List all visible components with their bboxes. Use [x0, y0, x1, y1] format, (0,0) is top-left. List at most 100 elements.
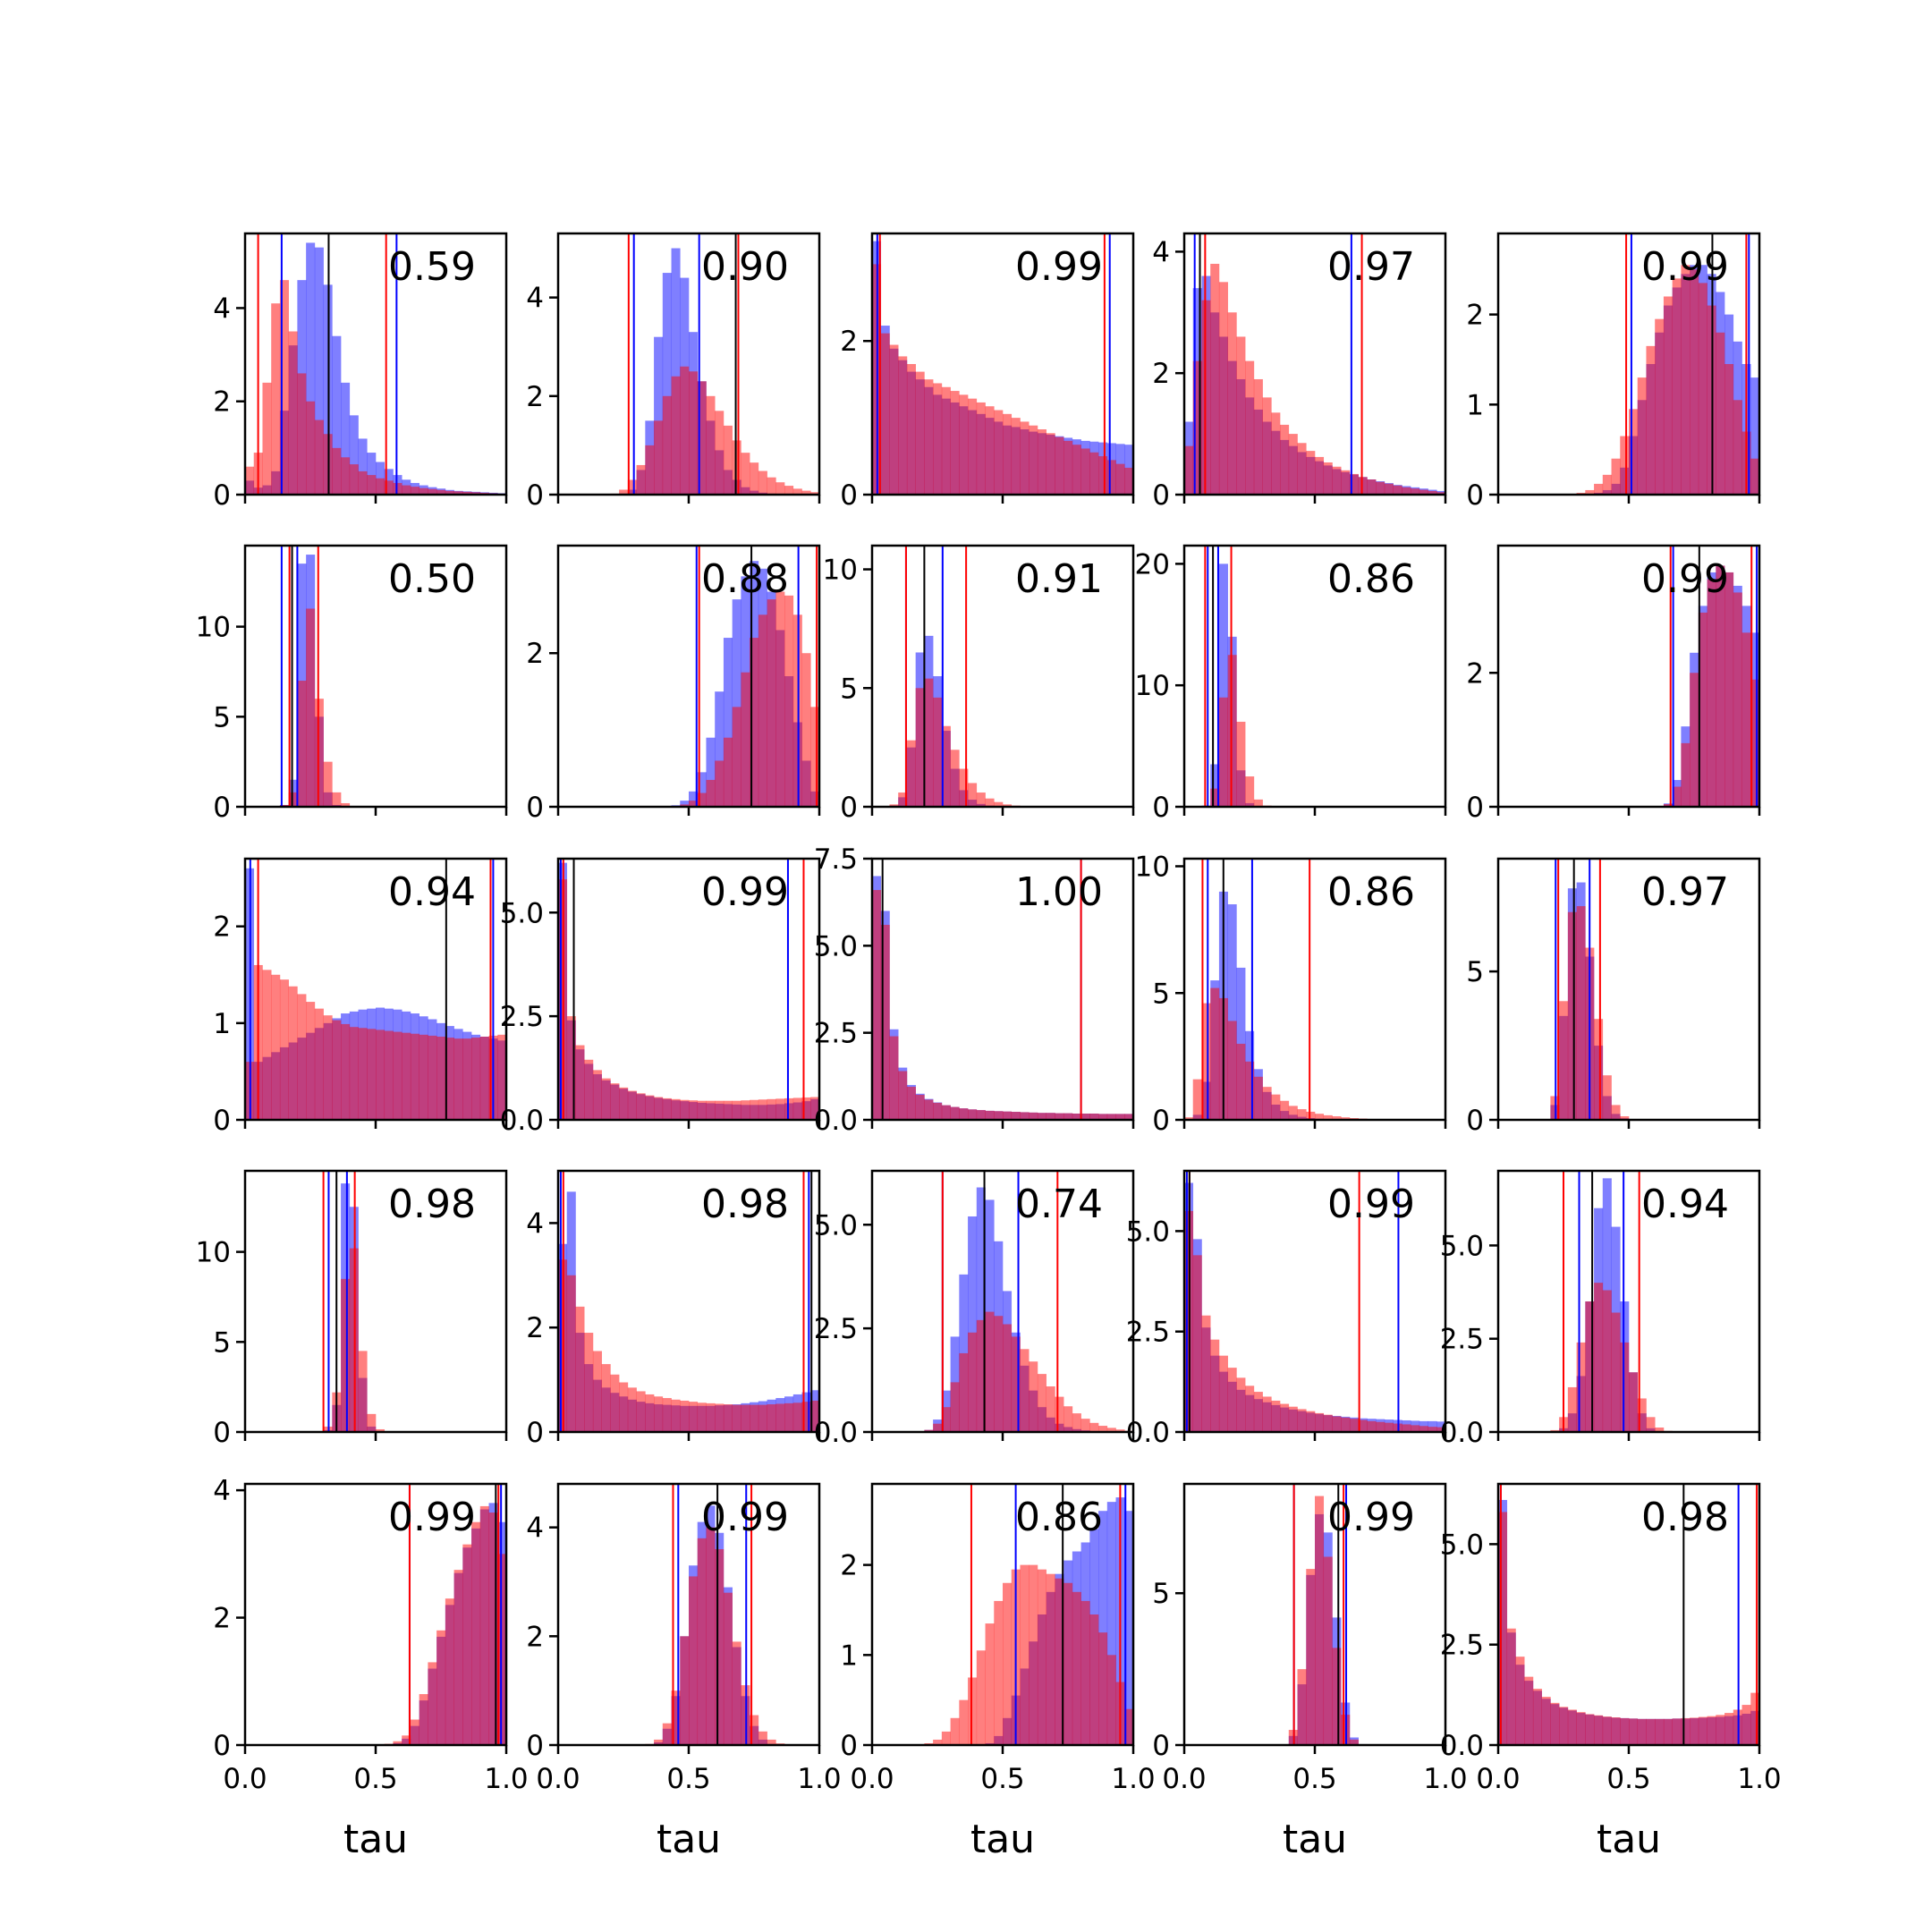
series-b-bar: [1020, 1564, 1030, 1745]
series-b-bar: [1323, 462, 1333, 495]
series-b-bar: [732, 1641, 741, 1745]
series-b-bar: [801, 1097, 811, 1120]
y-tick-label: 2: [840, 326, 858, 358]
correlation-annotation: 0.99: [1641, 556, 1729, 602]
y-tick-label: 20: [1135, 548, 1170, 580]
series-b-bar: [341, 457, 351, 495]
series-b-bar: [732, 440, 741, 495]
series-b-bar: [471, 1521, 481, 1745]
subplot-2-3: 0 5 10 0.91: [823, 544, 1135, 824]
correlation-annotation: 0.99: [388, 1495, 476, 1540]
series-b-bar: [323, 1015, 333, 1120]
series-b-bar: [767, 477, 776, 495]
series-b-bar: [436, 1630, 446, 1745]
y-tick-label: 0: [213, 1105, 231, 1137]
series-b-bar: [341, 1023, 351, 1120]
series-b-bar: [889, 804, 899, 807]
series-a-bar: [732, 599, 741, 807]
series-b-bar: [1576, 1712, 1586, 1745]
series-b-bar: [1072, 1113, 1081, 1120]
series-b-bar: [662, 1723, 672, 1745]
series-b-bar: [1629, 409, 1639, 495]
series-b-bar: [1733, 400, 1742, 495]
series-b-bar: [1262, 1396, 1272, 1432]
series-b-bar: [367, 1413, 377, 1432]
series-b-bar: [402, 1032, 411, 1120]
series-b-bar: [697, 792, 707, 807]
series-b-bar: [610, 1374, 620, 1432]
series-b-bar: [1253, 799, 1263, 807]
series-b-bar: [1037, 1569, 1046, 1745]
series-b-bar: [924, 379, 934, 495]
y-tick-label: 0: [1152, 1105, 1170, 1137]
correlation-annotation: 0.97: [1641, 869, 1729, 915]
series-b-bar: [349, 1027, 359, 1120]
series-b-bar: [1210, 987, 1220, 1120]
subplot-2-1: 0 5 10 0.50: [196, 544, 508, 824]
y-tick-label: 2.5: [500, 1001, 544, 1033]
series-b-bar: [619, 1382, 629, 1432]
series-a-bar: [1106, 1502, 1116, 1745]
series-b-bar: [933, 1423, 943, 1432]
series-b-bar: [775, 1098, 785, 1120]
series-b-bar: [758, 1731, 767, 1745]
series-b-bar: [1192, 1255, 1202, 1432]
y-tick-label: 0: [526, 792, 544, 824]
y-tick-label: 0: [840, 1730, 858, 1762]
y-tick-label: 5: [1152, 1578, 1170, 1610]
series-b-bar: [1602, 1716, 1612, 1745]
subplot-5-2: 0 2 4 0.0 0.5 1.0 0.99 tau: [526, 1482, 842, 1862]
series-a-bar: [706, 737, 716, 807]
series-b-bar: [750, 1099, 759, 1120]
y-tick-label: 5: [840, 673, 858, 705]
series-b-bar: [994, 801, 1004, 807]
series-b-bar: [1620, 1342, 1630, 1432]
series-b-bar: [680, 1400, 690, 1432]
series-b-bar: [384, 1030, 394, 1120]
series-b-bar: [1376, 1421, 1385, 1432]
series-b-bar: [706, 395, 716, 495]
series-b-bar: [1124, 467, 1134, 495]
series-b-bar: [1436, 1427, 1446, 1432]
series-b-bar: [471, 1038, 481, 1120]
series-b-bar: [898, 792, 908, 807]
series-b-bar: [419, 1034, 428, 1120]
series-b-bar: [1315, 1412, 1325, 1432]
y-tick-label: 4: [526, 1513, 544, 1545]
series-b-bar: [1672, 278, 1682, 495]
series-b-bar: [985, 1623, 995, 1745]
series-b-bar: [741, 1404, 750, 1432]
series-b-bar: [1037, 1374, 1046, 1432]
series-b-bar: [1098, 456, 1108, 495]
series-b-bar: [1029, 1361, 1038, 1432]
y-tick-label: 10: [1135, 670, 1170, 702]
series-b-bar: [1681, 265, 1690, 495]
y-tick-label: 2: [1152, 358, 1170, 390]
series-b-bar: [801, 1402, 811, 1432]
correlation-annotation: 0.98: [1641, 1495, 1729, 1540]
series-b-bar: [271, 303, 281, 495]
series-b-bar: [402, 485, 411, 495]
series-b-bar: [645, 445, 655, 495]
series-b-bar: [1646, 1718, 1656, 1745]
series-a-bar: [671, 248, 681, 495]
correlation-annotation: 0.99: [1327, 1182, 1415, 1227]
series-b-bar: [462, 1038, 472, 1120]
series-a-bar: [1227, 904, 1237, 1120]
series-b-bar: [1227, 655, 1237, 807]
series-b-bar: [1306, 1411, 1316, 1432]
series-b-bar: [898, 356, 908, 495]
series-b-bar: [479, 1505, 489, 1745]
series-b-bar: [1611, 1312, 1621, 1432]
series-b-bar: [950, 1717, 960, 1745]
y-tick-label: 5.0: [814, 930, 858, 962]
series-b-bar: [1297, 1409, 1307, 1432]
subplot-3-3: 0.0 2.5 5.0 7.5 1.00: [814, 843, 1135, 1137]
series-b-bar: [689, 371, 699, 495]
series-b-bar: [706, 1527, 716, 1745]
correlation-annotation: 0.86: [1015, 1495, 1103, 1540]
series-b-bar: [906, 1087, 916, 1120]
series-b-bar: [288, 792, 298, 807]
y-tick-label: 0.0: [814, 1105, 858, 1137]
correlation-annotation: 0.97: [1327, 244, 1415, 290]
